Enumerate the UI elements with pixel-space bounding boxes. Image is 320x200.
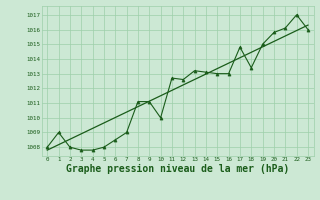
X-axis label: Graphe pression niveau de la mer (hPa): Graphe pression niveau de la mer (hPa) xyxy=(66,164,289,174)
